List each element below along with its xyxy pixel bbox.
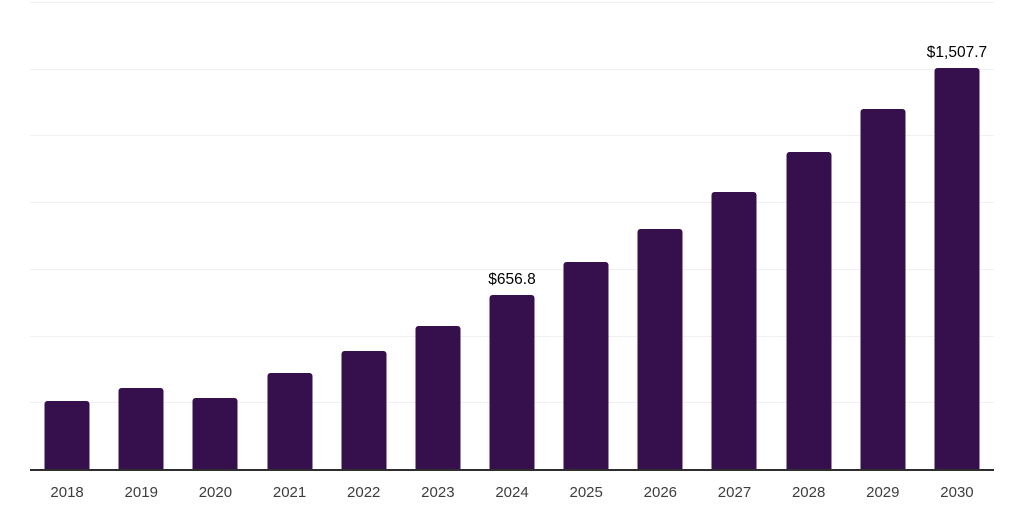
- bar-slot-2024: $656.8: [475, 3, 549, 470]
- bar-slot-2029: [846, 3, 920, 470]
- x-tick-2018: 2018: [50, 484, 84, 501]
- x-tick-2030: 2030: [940, 484, 974, 501]
- bar-slot-2019: [104, 3, 178, 470]
- bar-2027: [711, 191, 757, 470]
- bar-2029: [860, 108, 906, 470]
- x-axis-tick-labels: 2018 2019 2020 2021 2022 2023 2024 2025 2026 2027…: [30, 484, 994, 501]
- bar-slot-2020: [178, 3, 252, 470]
- x-tick-2019: 2019: [124, 484, 158, 501]
- bar-2030: [934, 67, 980, 470]
- bar-slot-2025: [549, 3, 623, 470]
- data-label-2030: $1,507.7: [926, 43, 988, 61]
- bars-layer: $656.8 $1,507.7: [30, 3, 994, 470]
- bar-slot-2022: [327, 3, 401, 470]
- bar-2024: [489, 294, 535, 470]
- bar-slot-2023: [401, 3, 475, 470]
- x-tick-2020: 2020: [198, 484, 233, 501]
- data-label-2024: $656.8: [488, 270, 536, 288]
- gridline-1000: [30, 202, 994, 204]
- x-tick-2021: 2021: [272, 484, 307, 501]
- x-axis-line: [30, 469, 994, 471]
- bar-2028: [786, 151, 832, 470]
- bar-2020: [192, 397, 238, 470]
- gridline-1500: [30, 68, 994, 70]
- x-tick-2026: 2026: [643, 484, 678, 501]
- bar-slot-2018: [30, 3, 104, 470]
- bar-slot-2026: [623, 3, 697, 470]
- x-tick-2028: 2028: [791, 484, 826, 501]
- bar-slot-2028: [772, 3, 846, 470]
- bar-2026: [637, 228, 683, 470]
- gridline-1750: [30, 2, 994, 3]
- bar-2019: [118, 387, 164, 470]
- bar-slot-2030: $1,507.7: [920, 3, 994, 470]
- bar-2018: [44, 400, 90, 470]
- bar-slot-2021: [252, 3, 326, 470]
- gridline-750: [30, 268, 994, 270]
- bar-2023: [415, 325, 461, 470]
- x-tick-2024: 2024: [495, 484, 529, 501]
- bar-slot-2027: [697, 3, 771, 470]
- plot-area: $656.8 $1,507.7: [30, 2, 994, 471]
- x-tick-2029: 2029: [866, 484, 900, 501]
- x-tick-2027: 2027: [717, 484, 752, 501]
- bar-2021: [267, 372, 313, 470]
- x-tick-2025: 2025: [569, 484, 603, 501]
- bar-2025: [563, 261, 609, 470]
- x-tick-2022: 2022: [347, 484, 381, 501]
- bar-2022: [341, 350, 387, 470]
- gridline-1250: [30, 135, 994, 137]
- x-tick-2023: 2023: [421, 484, 455, 501]
